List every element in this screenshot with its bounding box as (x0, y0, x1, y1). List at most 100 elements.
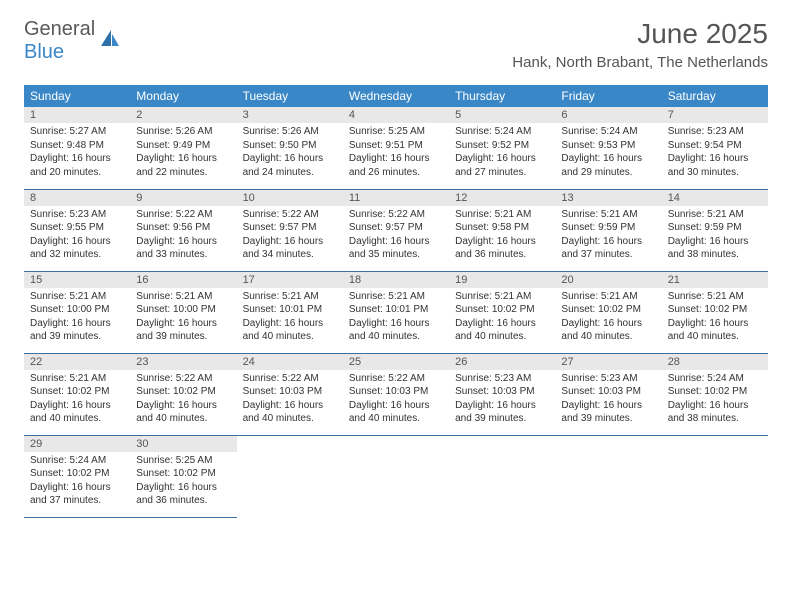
daylight-text: Daylight: 16 hours and 39 minutes. (136, 317, 230, 344)
sunrise-text: Sunrise: 5:23 AM (455, 372, 549, 386)
day-number: 3 (237, 107, 343, 123)
sunset-text: Sunset: 9:50 PM (243, 139, 337, 153)
calendar-body: 1Sunrise: 5:27 AMSunset: 9:48 PMDaylight… (24, 107, 768, 517)
day-details: Sunrise: 5:24 AMSunset: 10:02 PMDaylight… (662, 370, 768, 430)
sunset-text: Sunset: 9:59 PM (668, 221, 762, 235)
day-number: 9 (130, 190, 236, 206)
daylight-text: Daylight: 16 hours and 34 minutes. (243, 235, 337, 262)
day-details: Sunrise: 5:21 AMSunset: 9:59 PMDaylight:… (555, 206, 661, 266)
calendar-week-row: 8Sunrise: 5:23 AMSunset: 9:55 PMDaylight… (24, 189, 768, 271)
dow-header: Saturday (662, 85, 768, 107)
day-number: 21 (662, 272, 768, 288)
day-details: Sunrise: 5:21 AMSunset: 10:01 PMDaylight… (343, 288, 449, 348)
sunset-text: Sunset: 9:57 PM (243, 221, 337, 235)
calendar-day-cell: 17Sunrise: 5:21 AMSunset: 10:01 PMDaylig… (237, 271, 343, 353)
day-details: Sunrise: 5:23 AMSunset: 10:03 PMDaylight… (555, 370, 661, 430)
sunrise-text: Sunrise: 5:21 AM (455, 208, 549, 222)
sunset-text: Sunset: 10:00 PM (136, 303, 230, 317)
sunrise-text: Sunrise: 5:24 AM (668, 372, 762, 386)
sunset-text: Sunset: 10:02 PM (455, 303, 549, 317)
sunrise-text: Sunrise: 5:23 AM (30, 208, 124, 222)
sunrise-text: Sunrise: 5:22 AM (243, 208, 337, 222)
day-number: 10 (237, 190, 343, 206)
daylight-text: Daylight: 16 hours and 33 minutes. (136, 235, 230, 262)
daylight-text: Daylight: 16 hours and 40 minutes. (349, 317, 443, 344)
daylight-text: Daylight: 16 hours and 26 minutes. (349, 152, 443, 179)
daylight-text: Daylight: 16 hours and 35 minutes. (349, 235, 443, 262)
day-details: Sunrise: 5:23 AMSunset: 10:03 PMDaylight… (449, 370, 555, 430)
day-number: 25 (343, 354, 449, 370)
calendar-day-cell: 2Sunrise: 5:26 AMSunset: 9:49 PMDaylight… (130, 107, 236, 189)
month-title: June 2025 (512, 18, 768, 50)
sunrise-text: Sunrise: 5:24 AM (561, 125, 655, 139)
day-details: Sunrise: 5:21 AMSunset: 10:00 PMDaylight… (130, 288, 236, 348)
dow-header: Monday (130, 85, 236, 107)
calendar-day-cell (343, 435, 449, 517)
day-number: 27 (555, 354, 661, 370)
day-details: Sunrise: 5:26 AMSunset: 9:50 PMDaylight:… (237, 123, 343, 183)
sunset-text: Sunset: 9:59 PM (561, 221, 655, 235)
day-number: 29 (24, 436, 130, 452)
calendar-day-cell: 29Sunrise: 5:24 AMSunset: 10:02 PMDaylig… (24, 435, 130, 517)
sunset-text: Sunset: 10:02 PM (30, 467, 124, 481)
calendar-table: Sunday Monday Tuesday Wednesday Thursday… (24, 85, 768, 518)
day-details: Sunrise: 5:22 AMSunset: 9:57 PMDaylight:… (237, 206, 343, 266)
day-number: 2 (130, 107, 236, 123)
day-details: Sunrise: 5:25 AMSunset: 10:02 PMDaylight… (130, 452, 236, 512)
day-details: Sunrise: 5:21 AMSunset: 10:01 PMDaylight… (237, 288, 343, 348)
daylight-text: Daylight: 16 hours and 38 minutes. (668, 399, 762, 426)
sunset-text: Sunset: 10:03 PM (455, 385, 549, 399)
sunset-text: Sunset: 9:51 PM (349, 139, 443, 153)
day-details: Sunrise: 5:22 AMSunset: 10:03 PMDaylight… (237, 370, 343, 430)
calendar-day-cell: 11Sunrise: 5:22 AMSunset: 9:57 PMDayligh… (343, 189, 449, 271)
calendar-week-row: 1Sunrise: 5:27 AMSunset: 9:48 PMDaylight… (24, 107, 768, 189)
calendar-day-cell: 26Sunrise: 5:23 AMSunset: 10:03 PMDaylig… (449, 353, 555, 435)
sunset-text: Sunset: 10:02 PM (561, 303, 655, 317)
day-details: Sunrise: 5:21 AMSunset: 9:58 PMDaylight:… (449, 206, 555, 266)
day-number: 14 (662, 190, 768, 206)
calendar-day-cell: 22Sunrise: 5:21 AMSunset: 10:02 PMDaylig… (24, 353, 130, 435)
calendar-day-cell: 28Sunrise: 5:24 AMSunset: 10:02 PMDaylig… (662, 353, 768, 435)
sunrise-text: Sunrise: 5:25 AM (136, 454, 230, 468)
calendar-day-cell: 6Sunrise: 5:24 AMSunset: 9:53 PMDaylight… (555, 107, 661, 189)
day-number: 11 (343, 190, 449, 206)
day-number: 20 (555, 272, 661, 288)
calendar-day-cell (237, 435, 343, 517)
calendar-day-cell: 27Sunrise: 5:23 AMSunset: 10:03 PMDaylig… (555, 353, 661, 435)
sunset-text: Sunset: 9:54 PM (668, 139, 762, 153)
sunrise-text: Sunrise: 5:24 AM (455, 125, 549, 139)
daylight-text: Daylight: 16 hours and 39 minutes. (30, 317, 124, 344)
calendar-day-cell: 9Sunrise: 5:22 AMSunset: 9:56 PMDaylight… (130, 189, 236, 271)
daylight-text: Daylight: 16 hours and 22 minutes. (136, 152, 230, 179)
calendar-day-cell (555, 435, 661, 517)
calendar-day-cell (449, 435, 555, 517)
sunset-text: Sunset: 9:55 PM (30, 221, 124, 235)
calendar-day-cell: 7Sunrise: 5:23 AMSunset: 9:54 PMDaylight… (662, 107, 768, 189)
calendar-day-cell: 30Sunrise: 5:25 AMSunset: 10:02 PMDaylig… (130, 435, 236, 517)
sunrise-text: Sunrise: 5:21 AM (30, 290, 124, 304)
sunrise-text: Sunrise: 5:21 AM (668, 208, 762, 222)
daylight-text: Daylight: 16 hours and 38 minutes. (668, 235, 762, 262)
daylight-text: Daylight: 16 hours and 37 minutes. (561, 235, 655, 262)
day-number: 12 (449, 190, 555, 206)
sunset-text: Sunset: 10:01 PM (349, 303, 443, 317)
sunset-text: Sunset: 9:52 PM (455, 139, 549, 153)
day-number: 17 (237, 272, 343, 288)
day-details: Sunrise: 5:25 AMSunset: 9:51 PMDaylight:… (343, 123, 449, 183)
sunrise-text: Sunrise: 5:23 AM (561, 372, 655, 386)
day-number: 26 (449, 354, 555, 370)
calendar-week-row: 15Sunrise: 5:21 AMSunset: 10:00 PMDaylig… (24, 271, 768, 353)
day-details: Sunrise: 5:22 AMSunset: 9:56 PMDaylight:… (130, 206, 236, 266)
calendar-day-cell: 1Sunrise: 5:27 AMSunset: 9:48 PMDaylight… (24, 107, 130, 189)
calendar-day-cell: 5Sunrise: 5:24 AMSunset: 9:52 PMDaylight… (449, 107, 555, 189)
sunset-text: Sunset: 10:02 PM (668, 303, 762, 317)
day-details: Sunrise: 5:23 AMSunset: 9:55 PMDaylight:… (24, 206, 130, 266)
sunset-text: Sunset: 10:02 PM (136, 385, 230, 399)
sunrise-text: Sunrise: 5:27 AM (30, 125, 124, 139)
header: General Blue June 2025 Hank, North Braba… (0, 0, 792, 75)
sunset-text: Sunset: 9:53 PM (561, 139, 655, 153)
day-details: Sunrise: 5:21 AMSunset: 10:02 PMDaylight… (449, 288, 555, 348)
sunrise-text: Sunrise: 5:21 AM (243, 290, 337, 304)
dow-header: Wednesday (343, 85, 449, 107)
calendar-day-cell: 19Sunrise: 5:21 AMSunset: 10:02 PMDaylig… (449, 271, 555, 353)
